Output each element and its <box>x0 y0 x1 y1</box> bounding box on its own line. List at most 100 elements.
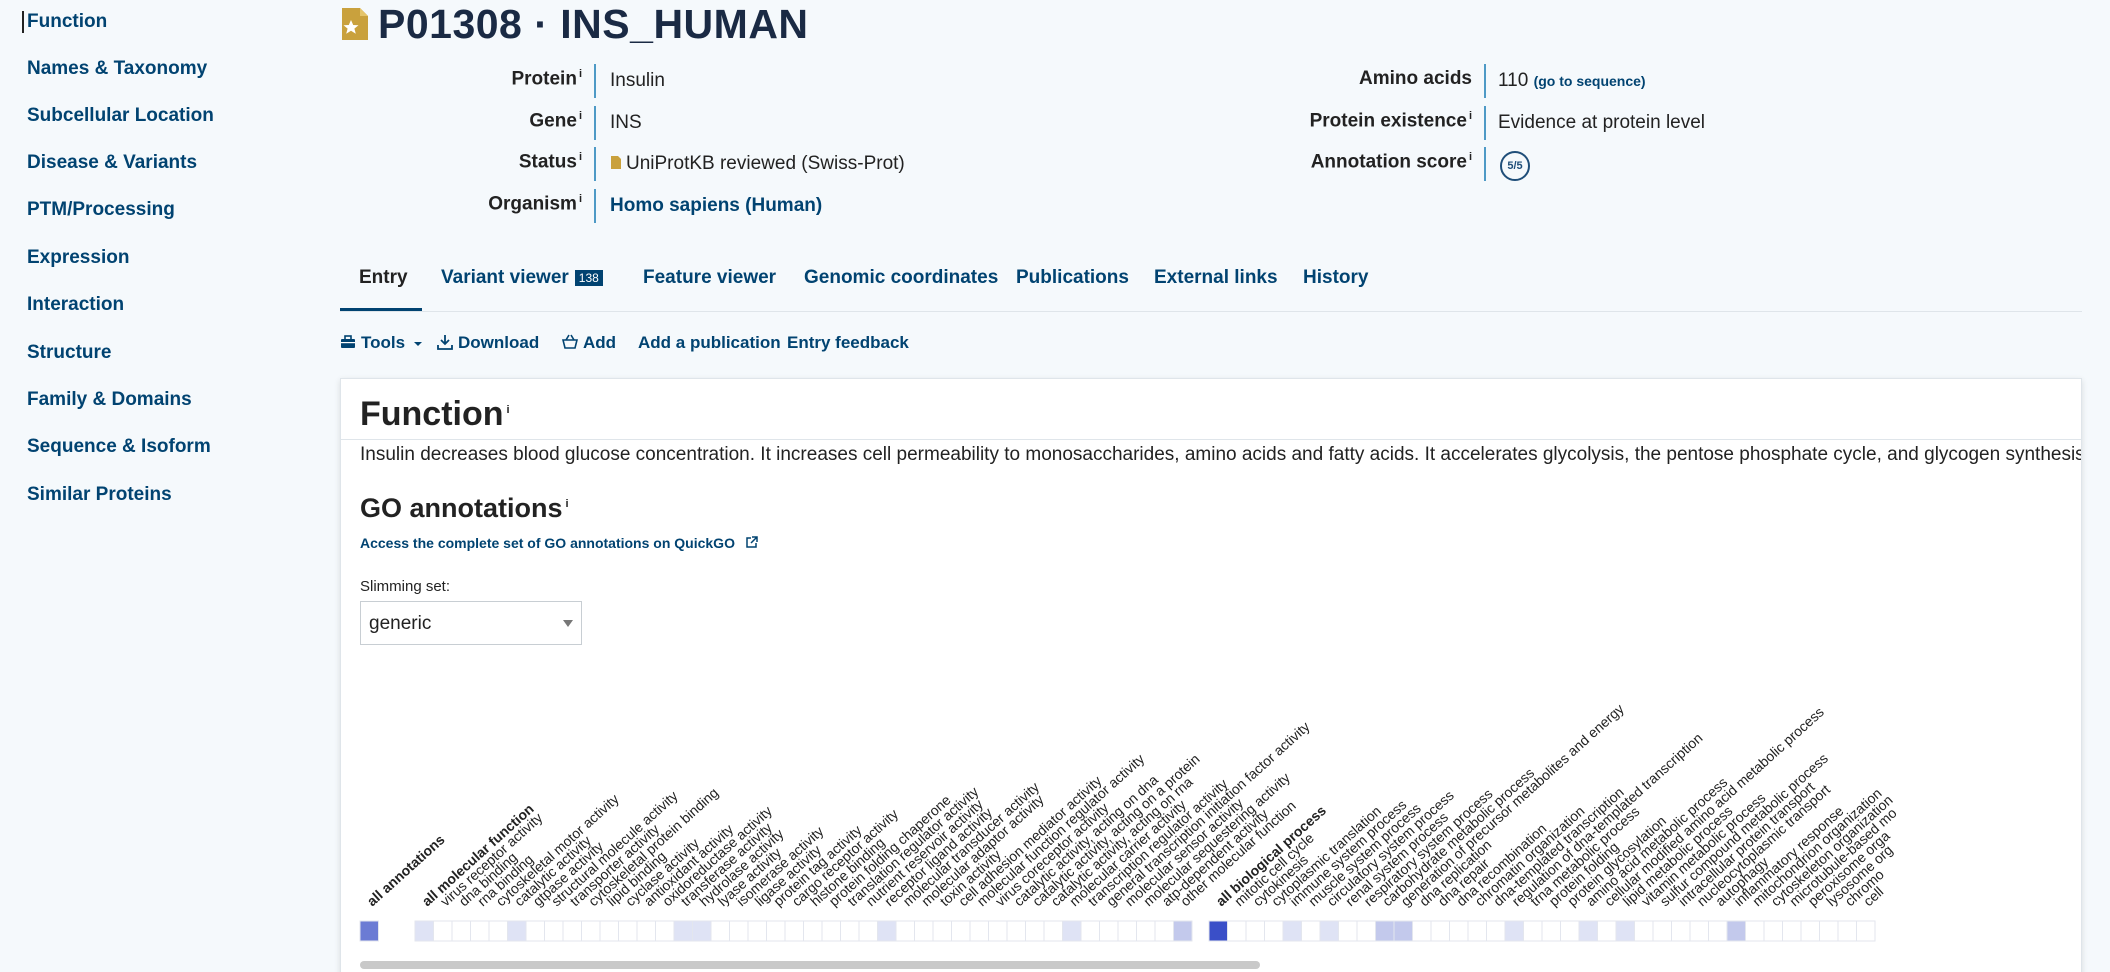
go-mf-term-cell[interactable] <box>1043 920 1063 942</box>
go-mf-term-cell[interactable] <box>747 920 767 942</box>
go-mf-term-cell[interactable] <box>655 920 675 942</box>
go-all-annotations-cell[interactable] <box>359 920 379 942</box>
go-mf-term-cell[interactable] <box>895 920 915 942</box>
go-mf-term-cell[interactable] <box>1025 920 1045 942</box>
go-bp-term-cell[interactable] <box>1282 920 1302 942</box>
sidebar-item-ptm-processing[interactable]: PTM/Processing <box>27 199 175 220</box>
go-bp-term-cell[interactable] <box>1264 920 1284 942</box>
go-mf-term-cell[interactable] <box>988 920 1008 942</box>
go-bp-term-cell[interactable] <box>1597 920 1617 942</box>
go-mf-term-cell[interactable] <box>507 920 527 942</box>
go-bp-term-cell[interactable] <box>1763 920 1783 942</box>
go-bp-term-cell[interactable] <box>1819 920 1839 942</box>
sidebar-item-structure[interactable]: Structure <box>27 342 112 363</box>
go-mf-term-cell[interactable] <box>562 920 582 942</box>
go-mf-term-cell[interactable] <box>673 920 693 942</box>
go-mf-term-cell[interactable] <box>840 920 860 942</box>
go-mf-term-cell[interactable] <box>821 920 841 942</box>
go-bp-term-cell[interactable] <box>1486 920 1506 942</box>
go-bp-term-cell[interactable] <box>1856 920 1876 942</box>
go-bp-term-cell[interactable] <box>1375 920 1395 942</box>
go-bp-term-cell[interactable] <box>1208 920 1228 942</box>
go-mf-term-cell[interactable] <box>581 920 601 942</box>
go-bp-term-cell[interactable] <box>1726 920 1746 942</box>
info-icon[interactable]: i <box>565 498 569 510</box>
go-bp-term-cell[interactable] <box>1319 920 1339 942</box>
go-bp-term-cell[interactable] <box>1467 920 1487 942</box>
go-bp-term-cell[interactable] <box>1837 920 1857 942</box>
info-icon[interactable]: i <box>578 193 582 205</box>
go-bp-term-cell[interactable] <box>1301 920 1321 942</box>
go-mf-term-cell[interactable] <box>1154 920 1174 942</box>
tab-external-links[interactable]: External links <box>1154 267 1278 288</box>
tab-entry[interactable]: Entry <box>359 267 408 288</box>
quickgo-link[interactable]: Access the complete set of GO annotation… <box>360 535 758 551</box>
go-mf-term-cell[interactable] <box>1136 920 1156 942</box>
go-bp-term-cell[interactable] <box>1338 920 1358 942</box>
info-icon[interactable]: i <box>1468 110 1472 122</box>
add-to-basket-button[interactable]: Add <box>562 333 616 353</box>
sidebar-item-similar-proteins[interactable]: Similar Proteins <box>27 484 172 505</box>
go-mf-term-cell[interactable] <box>784 920 804 942</box>
go-mf-term-cell[interactable] <box>1006 920 1026 942</box>
add-publication-button[interactable]: Add a publication <box>638 333 781 352</box>
go-bp-term-cell[interactable] <box>1671 920 1691 942</box>
tab-publications[interactable]: Publications <box>1016 267 1129 288</box>
go-bp-term-cell[interactable] <box>1578 920 1598 942</box>
go-mf-term-cell[interactable] <box>1099 920 1119 942</box>
go-bp-term-cell[interactable] <box>1504 920 1524 942</box>
sidebar-item-family-domains[interactable]: Family & Domains <box>27 389 192 410</box>
tab-history[interactable]: History <box>1303 267 1369 288</box>
go-bp-term-cell[interactable] <box>1615 920 1635 942</box>
sidebar-item-function[interactable]: Function <box>21 11 108 33</box>
go-bp-term-cell[interactable] <box>1800 920 1820 942</box>
go-mf-term-cell[interactable] <box>544 920 564 942</box>
go-bp-term-cell[interactable] <box>1430 920 1450 942</box>
info-icon[interactable]: i <box>578 110 582 122</box>
go-mf-term-cell[interactable] <box>470 920 490 942</box>
go-mf-term-cell[interactable] <box>692 920 712 942</box>
info-icon[interactable]: i <box>1468 151 1472 163</box>
go-bp-term-cell[interactable] <box>1245 920 1265 942</box>
tab-feature-viewer[interactable]: Feature viewer <box>643 267 777 288</box>
go-mf-term-cell[interactable] <box>932 920 952 942</box>
go-mf-term-cell[interactable] <box>618 920 638 942</box>
go-mf-term-cell[interactable] <box>877 920 897 942</box>
slimming-set-select[interactable]: generic <box>360 601 582 645</box>
go-bp-term-cell[interactable] <box>1227 920 1247 942</box>
go-mf-term-cell[interactable] <box>766 920 786 942</box>
go-bp-term-cell[interactable] <box>1523 920 1543 942</box>
info-icon[interactable]: i <box>578 68 582 80</box>
sidebar-item-sequence-isoform[interactable]: Sequence & Isoform <box>27 436 211 457</box>
info-icon[interactable]: i <box>578 151 582 163</box>
go-bp-term-cell[interactable] <box>1782 920 1802 942</box>
go-mf-term-cell[interactable] <box>433 920 453 942</box>
horizontal-scrollbar[interactable] <box>360 961 1260 969</box>
go-bp-term-cell[interactable] <box>1560 920 1580 942</box>
go-bp-term-cell[interactable] <box>1689 920 1709 942</box>
go-mf-term-cell[interactable] <box>599 920 619 942</box>
go-bp-term-cell[interactable] <box>1634 920 1654 942</box>
go-mf-term-cell[interactable] <box>729 920 749 942</box>
go-mf-term-cell[interactable] <box>858 920 878 942</box>
go-mf-term-cell[interactable] <box>636 920 656 942</box>
go-mf-term-cell[interactable] <box>914 920 934 942</box>
sidebar-item-names-taxonomy[interactable]: Names & Taxonomy <box>27 58 208 79</box>
go-bp-term-cell[interactable] <box>1541 920 1561 942</box>
entry-feedback-button[interactable]: Entry feedback <box>787 333 909 352</box>
sidebar-item-expression[interactable]: Expression <box>27 247 130 268</box>
go-mf-term-cell[interactable] <box>451 920 471 942</box>
go-bp-term-cell[interactable] <box>1449 920 1469 942</box>
sidebar-item-subcellular-location[interactable]: Subcellular Location <box>27 105 214 126</box>
go-bp-term-cell[interactable] <box>1356 920 1376 942</box>
sidebar-item-disease-variants[interactable]: Disease & Variants <box>27 152 198 173</box>
tab-variant-viewer[interactable]: Variant viewer 138 <box>441 267 603 289</box>
go-mf-term-cell[interactable] <box>803 920 823 942</box>
go-mf-term-cell[interactable] <box>710 920 730 942</box>
go-bp-term-cell[interactable] <box>1745 920 1765 942</box>
sidebar-item-interaction[interactable]: Interaction <box>27 294 125 315</box>
go-mf-term-cell[interactable] <box>1117 920 1137 942</box>
go-bp-term-cell[interactable] <box>1708 920 1728 942</box>
go-bp-term-cell[interactable] <box>1412 920 1432 942</box>
info-icon[interactable]: i <box>506 403 510 416</box>
